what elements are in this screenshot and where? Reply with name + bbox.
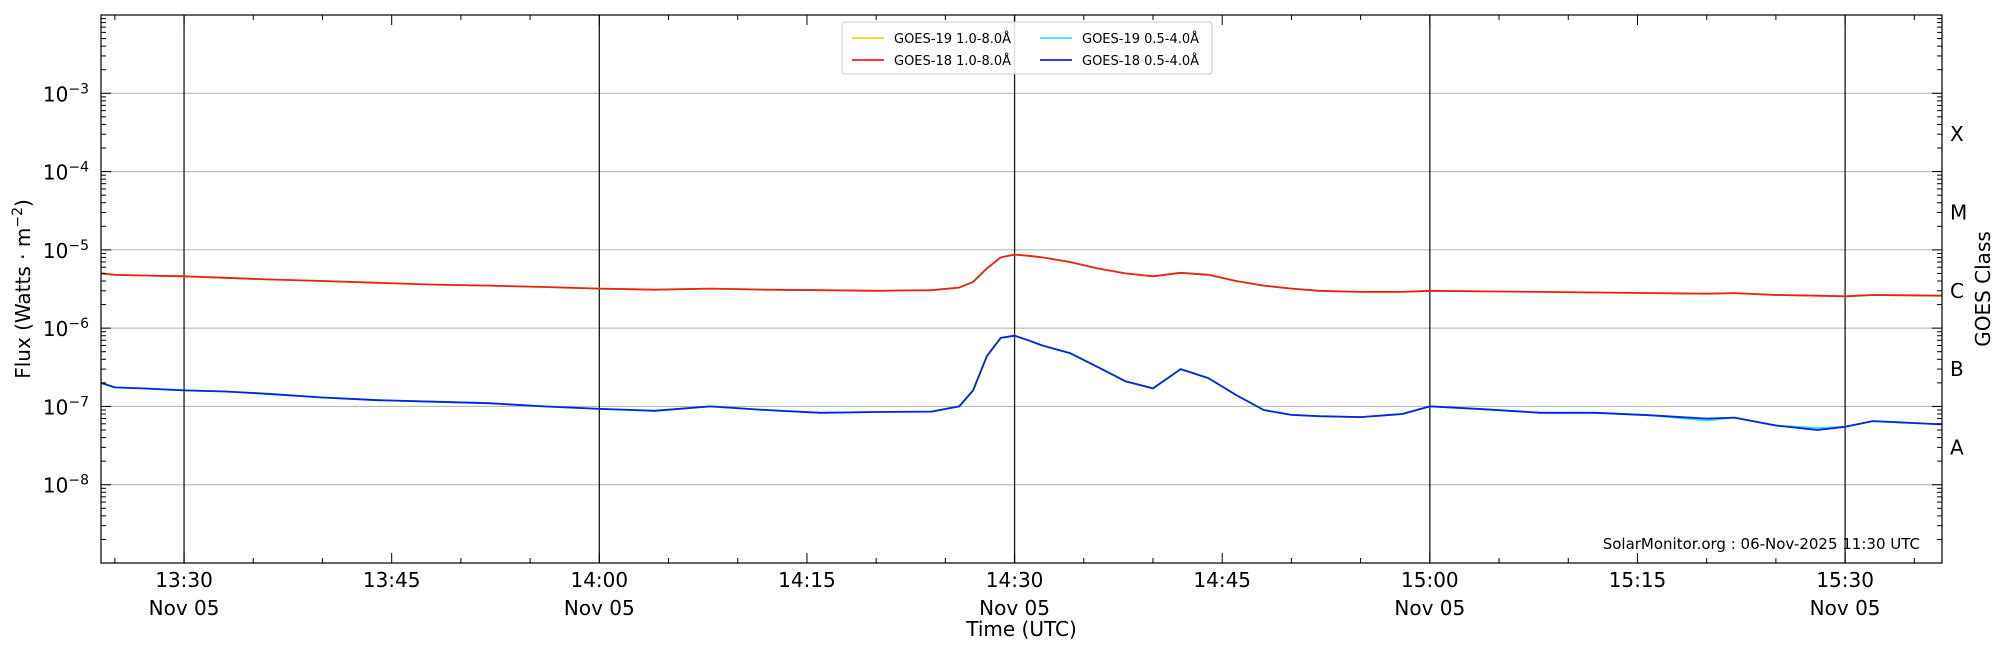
- series-layer: [100, 253, 1943, 431]
- x-tick-date-label: Nov 05: [1394, 596, 1465, 620]
- x-tick-date-label: Nov 05: [1810, 596, 1881, 620]
- x-tick-label: 14:15: [778, 568, 836, 592]
- y-tick-label: 10−8: [43, 473, 89, 498]
- legend-label: GOES-18 1.0-8.0Å: [894, 53, 1011, 69]
- x-tick-date-label: Nov 05: [149, 596, 220, 620]
- series-line-2: [100, 253, 1943, 298]
- x-tick-date-label: Nov 05: [564, 596, 635, 620]
- credit-text: SolarMonitor.org : 06-Nov-2025 11:30 UTC: [1603, 535, 1920, 553]
- x-tick-label: 15:15: [1609, 568, 1667, 592]
- plot-frame: [100, 14, 1943, 564]
- legend-label: GOES-18 0.5-4.0Å: [1082, 53, 1199, 69]
- y-axis-title-main: Flux (Watts · m: [11, 228, 35, 379]
- x-tick-label: 14:30: [986, 568, 1044, 592]
- y-axis-title-close: ): [11, 199, 35, 207]
- y-tick-label: 10−4: [43, 160, 89, 185]
- goes-class-label: A: [1950, 435, 1964, 459]
- goes-class-label: C: [1950, 279, 1964, 303]
- y-axis-title: Flux (Watts · m−2): [10, 199, 35, 379]
- x-tick-label: 15:00: [1401, 568, 1459, 592]
- series-line-4: [100, 334, 1943, 431]
- x-tick-label: 13:30: [155, 568, 213, 592]
- y-tick-label: 10−7: [43, 394, 89, 419]
- x-tick-label: 13:45: [363, 568, 421, 592]
- goes-class-label: M: [1950, 201, 1967, 225]
- right-axis-ticks: X M C B A: [1950, 122, 1967, 459]
- legend-items: GOES-19 1.0-8.0Å GOES-18 1.0-8.0Å GOES-19 …: [852, 31, 1199, 69]
- legend-label: GOES-19 1.0-8.0Å: [894, 31, 1011, 47]
- y-axis-ticks: 10−8 10−7 10−6 10−5 10−4 10−3: [43, 18, 1942, 564]
- legend-label: GOES-19 0.5-4.0Å: [1082, 31, 1199, 47]
- x-tick-date-label: Nov 05: [979, 596, 1050, 620]
- y-axis-title-exponent: −2: [10, 207, 26, 228]
- x-tick-label: 15:30: [1816, 568, 1874, 592]
- x-axis-ticks: 13:30 Nov 05 13:45 14:00 Nov 05 14:15 14:30 Nov…: [114, 15, 1915, 620]
- goes-class-axis-title: GOES Class: [1971, 231, 1995, 347]
- legend-box: [841, 21, 1213, 75]
- legend: GOES-19 1.0-8.0Å GOES-18 1.0-8.0Å GOES-19 …: [841, 21, 1213, 75]
- y-tick-label: 10−5: [43, 238, 89, 263]
- goes-class-label: B: [1950, 357, 1964, 381]
- y-tick-label: 10−3: [43, 81, 89, 106]
- x-axis-title: Time (UTC): [965, 617, 1077, 641]
- goes-class-label: X: [1950, 122, 1964, 146]
- y-tick-label: 10−6: [43, 316, 89, 341]
- day-separator-layer: [183, 15, 1846, 563]
- x-tick-label: 14:00: [570, 568, 628, 592]
- grid-layer: [101, 92, 1942, 486]
- x-tick-label: 14:45: [1193, 568, 1251, 592]
